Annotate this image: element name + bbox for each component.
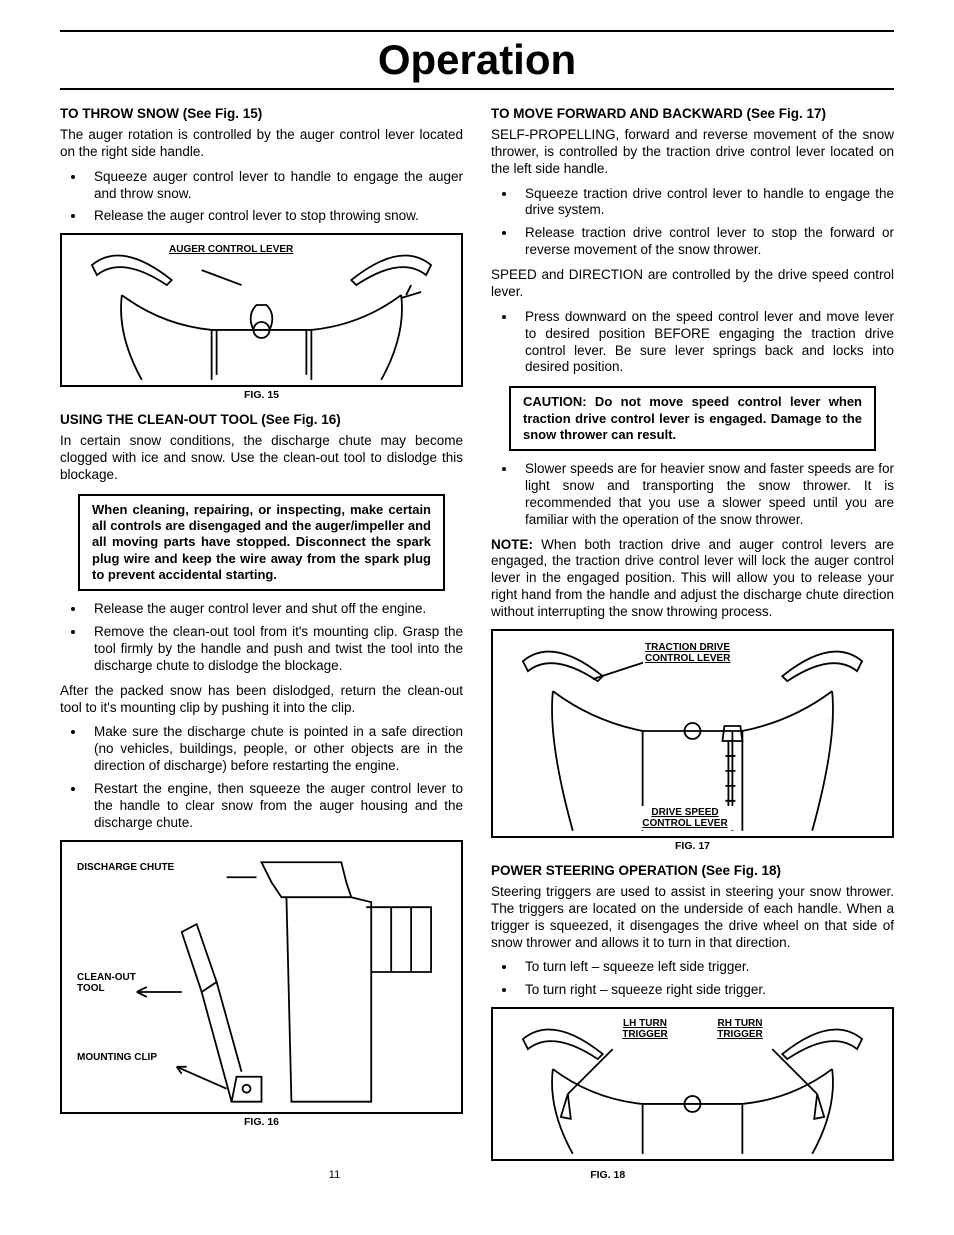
fig16-caption: FIG. 16 [60, 1116, 463, 1129]
list-item: Restart the engine, then squeeze the aug… [86, 781, 463, 832]
list-item: Press downward on the speed control leve… [517, 309, 894, 377]
footer: 11 FIG. 18 [60, 1169, 894, 1181]
list-item: Release the auger control lever to stop … [86, 208, 463, 225]
fig16-label-discharge: DISCHARGE CHUTE [77, 862, 174, 873]
fig17-box: TRACTION DRIVE CONTROL LEVER DRIVE SPEED… [491, 629, 894, 838]
fig18-box: LH TURN TRIGGER RH TURN TRIGGER [491, 1007, 894, 1161]
left-column: TO THROW SNOW (See Fig. 15) The auger ro… [60, 100, 463, 1163]
list-item: Release the auger control lever and shut… [86, 601, 463, 618]
move-body: SELF-PROPELLING, forward and reverse mov… [491, 127, 894, 178]
throw-snow-heading: TO THROW SNOW (See Fig. 15) [60, 106, 463, 123]
steering-body: Steering triggers are used to assist in … [491, 884, 894, 952]
list-item: Make sure the discharge chute is pointed… [86, 724, 463, 775]
fig15-box: AUGER CONTROL LEVER [60, 233, 463, 387]
throw-snow-body: The auger rotation is controlled by the … [60, 127, 463, 161]
fig16-box: DISCHARGE CHUTE CLEAN-OUT TOOL MOUNTING … [60, 840, 463, 1114]
fig18-label-rh: RH TURN TRIGGER [708, 1017, 772, 1041]
steering-heading: POWER STEERING OPERATION (See Fig. 18) [491, 863, 894, 880]
move-note: NOTE: When both traction drive and auger… [491, 537, 894, 621]
right-column: TO MOVE FORWARD AND BACKWARD (See Fig. 1… [491, 100, 894, 1163]
fig15-label-text: AUGER CONTROL LEVER [169, 244, 293, 255]
page-title: Operation [60, 36, 894, 84]
fig18-caption: FIG. 18 [590, 1169, 625, 1181]
move-bullets2: Press downward on the speed control leve… [491, 309, 894, 377]
list-item: Squeeze traction drive control lever to … [517, 186, 894, 220]
list-item: Remove the clean-out tool from it's moun… [86, 624, 463, 675]
fig17-label-speed: DRIVE SPEED CONTROL LEVER [633, 806, 737, 830]
bottom-rule [60, 88, 894, 90]
note-text: When both traction drive and auger contr… [491, 537, 894, 620]
cleanout-bullets2: Make sure the discharge chute is pointed… [60, 724, 463, 831]
list-item: Squeeze auger control lever to handle to… [86, 169, 463, 203]
move-bullets3: Slower speeds are for heavier snow and f… [491, 461, 894, 529]
page: Operation TO THROW SNOW (See Fig. 15) Th… [0, 0, 954, 1201]
list-item: Slower speeds are for heavier snow and f… [517, 461, 894, 529]
fig17-label-traction: TRACTION DRIVE CONTROL LEVER [643, 641, 747, 665]
throw-snow-bullets: Squeeze auger control lever to handle to… [60, 169, 463, 226]
move-bullets1: Squeeze traction drive control lever to … [491, 186, 894, 260]
cleanout-bullets1: Release the auger control lever and shut… [60, 601, 463, 675]
fig16-label-clip: MOUNTING CLIP [77, 1052, 157, 1063]
columns: TO THROW SNOW (See Fig. 15) The auger ro… [60, 100, 894, 1163]
steering-bullets: To turn left – squeeze left side trigger… [491, 959, 894, 999]
cleanout-after: After the packed snow has been dislodged… [60, 683, 463, 717]
fig15-caption: FIG. 15 [60, 389, 463, 402]
top-rule [60, 30, 894, 32]
list-item: Release traction drive control lever to … [517, 225, 894, 259]
fig15-diagram [62, 235, 461, 385]
note-prefix: NOTE: [491, 537, 541, 552]
cleanout-body: In certain snow conditions, the discharg… [60, 433, 463, 484]
move-heading: TO MOVE FORWARD AND BACKWARD (See Fig. 1… [491, 106, 894, 123]
cleanout-notebox: When cleaning, repairing, or inspecting,… [78, 494, 445, 591]
list-item: To turn left – squeeze left side trigger… [517, 959, 894, 976]
fig18-diagram [493, 1009, 892, 1159]
fig16-label-cleanout: CLEAN-OUT TOOL [77, 972, 147, 994]
fig17-caption: FIG. 17 [491, 840, 894, 853]
list-item: To turn right – squeeze right side trigg… [517, 982, 894, 999]
fig18-label-lh: LH TURN TRIGGER [613, 1017, 677, 1041]
page-number: 11 [329, 1169, 340, 1181]
fig15-label: AUGER CONTROL LEVER [167, 243, 295, 256]
move-body2: SPEED and DIRECTION are controlled by th… [491, 267, 894, 301]
cleanout-heading: USING THE CLEAN-OUT TOOL (See Fig. 16) [60, 412, 463, 429]
move-notebox: CAUTION: Do not move speed control lever… [509, 386, 876, 451]
